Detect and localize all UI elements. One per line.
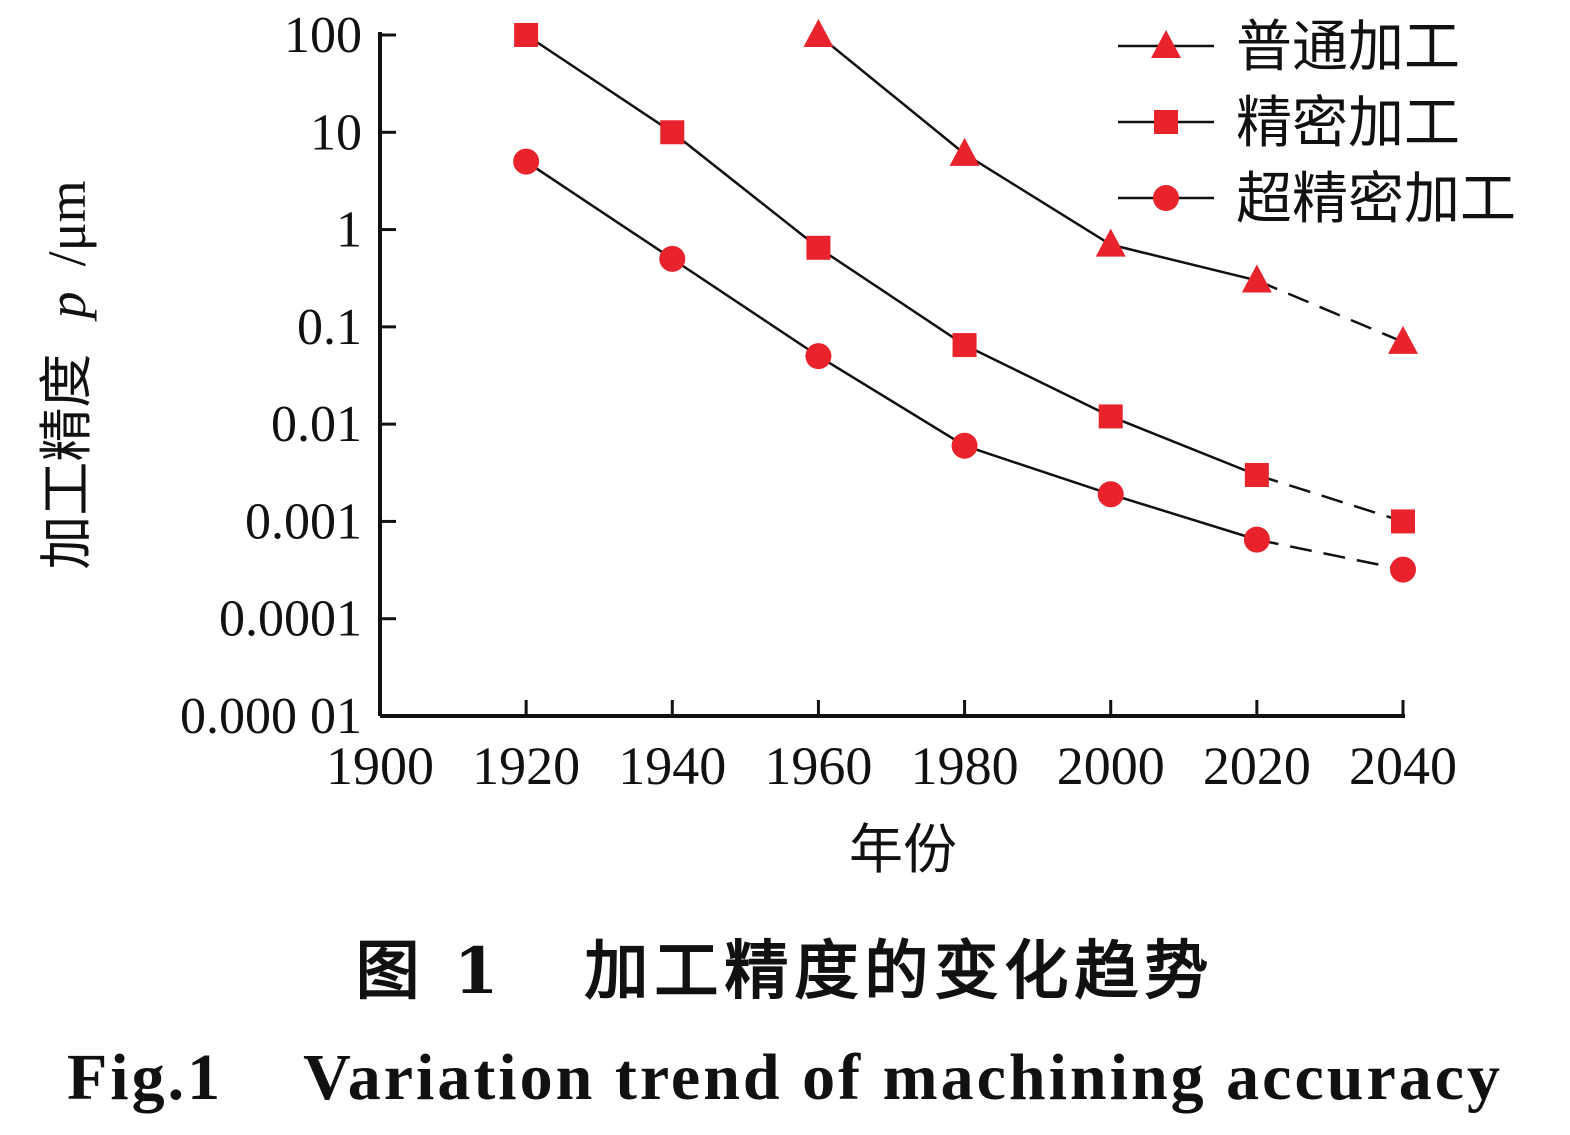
series-lines [525,33,1404,571]
series-segment [817,34,966,155]
data-point-circle [805,343,832,370]
chart: 0.000 01 0.0001 0.001 0.01 0.1 1 10 100 1900 1920… [35,7,1516,881]
x-tick-label: 2000 [1057,736,1165,796]
data-point-square [660,120,685,145]
y-axis-label-text: 加工精度 [35,354,98,570]
x-tick-label: 2040 [1349,736,1457,796]
series-segment [1256,538,1404,571]
legend-marker-circle [1153,185,1179,211]
legend-label: 普通加工 [1236,15,1460,80]
y-tick-label: 1 [336,202,362,259]
data-point-square [806,235,831,260]
x-tick-label: 2020 [1203,736,1311,796]
data-point-circle [1390,556,1416,583]
data-point-triangle [1095,228,1126,257]
series-segment [1110,415,1258,477]
series-segment [671,257,820,358]
legend-label: 精密加工 [1236,91,1460,156]
caption-en-title: Variation trend of machining accuracy [303,1041,1504,1114]
x-tick-label: 1920 [472,736,580,796]
series-segment [817,355,966,447]
data-point-square [514,23,539,47]
data-point-triangle [1388,325,1418,354]
caption-en: Fig.1 Variation trend of machining accura… [0,1040,1570,1116]
series-segment [671,131,820,249]
caption-zh: 图 1 加工精度的变化趋势 [0,920,1570,1012]
y-tick-label: 10 [310,104,362,161]
data-point-circle [951,432,978,459]
caption-zh-title: 加工精度的变化趋势 [584,934,1215,1009]
series-segment [963,152,1112,246]
x-tick-label: 1980 [911,736,1019,796]
series-segment [817,246,966,347]
series-segment [1110,493,1258,541]
series-segment [1256,473,1404,523]
x-tick-label: 1960 [764,736,872,796]
series-segment [525,33,673,134]
data-point-circle [1243,526,1270,553]
data-point-circle [513,148,540,175]
data-point-triangle [1241,264,1272,293]
caption-en-label: Fig.1 [66,1041,224,1114]
series-markers [513,19,1418,583]
series-segment [964,444,1112,496]
data-point-circle [659,245,686,272]
x-axis-label: 年份 [849,818,957,881]
data-point-circle [1097,481,1124,508]
y-axis-label: 加工精度 p /μm [35,180,98,569]
series-segment [964,343,1112,418]
legend-marker-square [1154,110,1178,134]
y-axis-label-var: p [37,291,97,322]
series-segment [525,160,673,260]
x-tick-label: 1940 [618,736,726,796]
caption-zh-label: 图 1 [355,934,505,1009]
legend-marker-triangle [1151,30,1181,58]
data-point-square [1244,463,1269,488]
data-point-triangle [803,19,834,47]
axes: 0.000 01 0.0001 0.001 0.01 0.1 1 10 100 1900 1920… [180,7,1457,796]
y-tick-label: 0.0001 [219,591,362,648]
series-segment [1110,243,1258,282]
y-tick-label: 0.1 [297,299,362,356]
svg-text:加工精度 p /μm: 加工精度 p /μm [35,180,98,569]
data-point-triangle [949,137,980,166]
data-point-square [1391,509,1415,534]
x-tick-label: 1900 [326,736,434,796]
y-tick-label: 0.01 [271,396,362,453]
y-tick-label: 0.001 [245,493,362,550]
y-tick-label: 100 [284,7,362,64]
data-point-square [952,333,977,358]
y-axis-label-unit: /μm [37,180,97,266]
series-segment [1256,279,1404,344]
legend-label: 超精密加工 [1236,167,1516,232]
y-tick-label: 0.000 01 [180,688,362,745]
data-point-square [1098,404,1123,429]
